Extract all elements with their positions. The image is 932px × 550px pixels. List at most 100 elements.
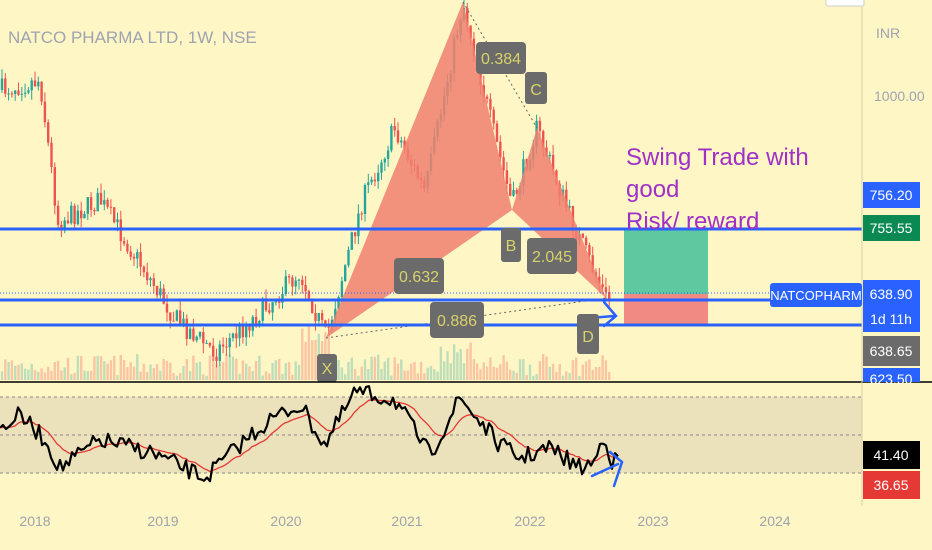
volume-bar [238,373,241,380]
volume-bar [139,371,142,380]
candle-body [492,109,495,124]
volume-bar [419,361,423,380]
volume-bar [568,373,571,380]
volume-bar [360,366,363,380]
volume-bar [264,371,268,380]
candle-body [221,344,225,347]
volume-bar [73,372,76,380]
candle-body [324,320,327,327]
volume-bar [20,363,23,380]
point-label-c: C [525,72,547,104]
price-tag-755 [863,215,920,241]
candle-body [357,213,360,237]
volume-bar [383,361,386,380]
volume-bar [40,368,43,380]
volume-bar [218,365,221,380]
candle-body [76,210,80,225]
volume-bar [512,370,515,380]
volume-bar [525,375,528,380]
time-axis: 2018 2019 2020 2021 2022 2023 2024 [19,513,790,529]
volume-bar [149,364,152,380]
volume-bar [340,367,344,380]
volume-bar [221,362,225,380]
price-label-1000: 1000.00 [874,88,925,104]
year-2022: 2022 [514,513,545,529]
candle-body [264,298,268,311]
candle-body [278,301,281,303]
candle-body [60,224,63,230]
volume-bar [393,357,396,380]
candle-body [56,205,60,225]
candle-body [155,285,159,296]
volume-bar [476,363,479,380]
volume-bar [27,369,30,380]
volume-bar [294,361,297,380]
chart-title: NATCO PHARMA LTD, 1W, NSE [8,28,257,47]
volume-bar [14,365,17,380]
price-tag-638-90 [863,280,920,332]
trade-note-line-1: Swing Trade with good [626,144,809,203]
volume-bar [380,368,383,380]
candle-body [215,356,218,361]
volume-bar [258,355,261,380]
ratio-label-0632: 0.632 [394,258,444,294]
candle-body [17,90,20,95]
volume-bar [159,370,162,380]
candle-body [291,277,294,287]
volume-bar [23,368,27,380]
volume-bar [532,375,535,380]
volume-bar [268,373,271,380]
top-widget[interactable] [825,0,865,7]
volume-bar [459,348,462,380]
candle-body [122,241,126,244]
volume-bar [241,360,245,380]
svg-text:41.40: 41.40 [873,447,908,463]
candle-body [109,206,113,208]
volume-bar [542,354,545,380]
svg-text:638.90: 638.90 [870,286,913,302]
candle-body [509,184,512,196]
pattern-triangle-xab [326,2,512,338]
volume-bar [66,357,70,380]
volume-bar [70,374,73,380]
volume-bar [202,374,205,380]
volume-bar [403,370,406,380]
candle-body [466,8,469,26]
candle-body [317,313,320,322]
volume-bar [225,354,228,380]
pattern-triangle-bcd [512,128,606,298]
volume-bar [426,367,429,380]
volume-bar [182,365,185,380]
volume-bar [43,372,47,380]
volume-bar [109,360,113,380]
volume-bar [261,375,264,380]
volume-bar [522,359,525,380]
volume-bar [353,368,357,380]
ratio-label-0384: 0.384 [476,42,526,74]
volume-bar [578,375,581,380]
candle-body [383,158,386,163]
candle-body [53,167,56,206]
candle-body [195,336,198,341]
candle-body [188,328,192,339]
price-axis: INR 1000.00 756.20 755.55 NATCOPHARM 638… [770,25,925,387]
volume-bar [136,354,139,380]
volume-bar [433,369,436,380]
volume-bar [413,362,416,380]
candle-body [50,142,53,168]
candle-body [271,302,274,313]
candle-body [10,93,14,95]
candle-body [47,122,50,143]
volume-bar [162,358,165,380]
candle-body [40,81,43,102]
volume-bar [406,370,410,380]
volume-bar [449,363,452,380]
volume-bar [311,340,314,380]
volume-bar [538,361,542,380]
volume-bar [175,375,179,380]
trade-note-line-2: Risk/ reward [626,208,760,235]
candle-body [548,154,551,157]
candle-body [96,192,99,212]
candle-body [337,297,340,309]
